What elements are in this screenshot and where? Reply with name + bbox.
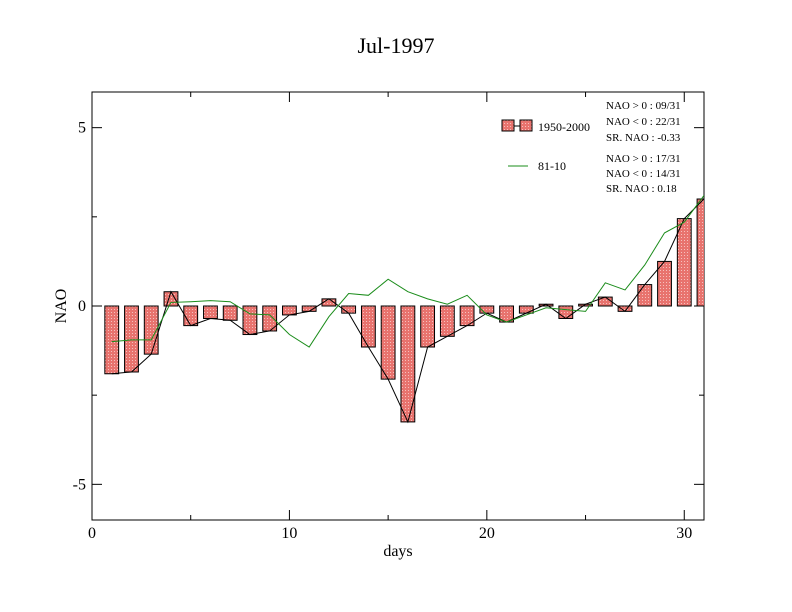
bar — [183, 305, 199, 327]
bar — [558, 305, 574, 319]
bar — [420, 305, 436, 348]
bar — [163, 291, 179, 307]
axis-ticks: 0 10 20 30 -5 0 5 — [73, 92, 704, 542]
series-line-1950-2000 — [111, 198, 704, 424]
bar — [104, 305, 120, 375]
bar — [657, 260, 672, 307]
legend-label-1950-2000: 1950-2000 — [538, 120, 590, 134]
bar — [676, 218, 692, 307]
stat-line: NAO < 0 : 22/31 — [606, 116, 681, 128]
stat-line: NAO > 0 : 09/31 — [606, 100, 681, 112]
bar — [242, 305, 258, 336]
legend-item-1950-2000: 1950-2000 — [501, 119, 590, 134]
legend-item-81-10: 81-10 — [508, 159, 566, 173]
bar — [380, 305, 396, 380]
y-tick-label: 5 — [78, 120, 86, 137]
bar-series-1950-2000 — [104, 198, 704, 423]
x-tick-label: 30 — [676, 525, 692, 542]
bar — [203, 305, 218, 319]
line-series — [111, 195, 704, 424]
legend: 1950-2000 81-10 NAO > 0 : 09/31 NAO < 0 … — [501, 100, 681, 195]
y-axis-label: NAO — [53, 289, 70, 324]
bar — [360, 305, 376, 348]
y-tick-label: -5 — [73, 476, 86, 493]
stat-line: NAO > 0 : 17/31 — [606, 153, 681, 165]
bar — [518, 305, 534, 314]
x-tick-label: 20 — [479, 525, 495, 542]
x-axis-label: days — [383, 543, 412, 560]
bar — [637, 284, 653, 307]
legend-swatch-bar-right — [519, 119, 533, 132]
series-line-81-10 — [111, 195, 704, 348]
stats-1950-2000: NAO > 0 : 09/31 NAO < 0 : 22/31 SR. NAO … — [606, 100, 681, 144]
chart-title: Jul-1997 — [358, 33, 435, 58]
bar — [439, 305, 455, 337]
stat-line: SR. NAO : 0.18 — [606, 183, 677, 195]
legend-label-81-10: 81-10 — [538, 159, 566, 173]
y-tick-label: 0 — [78, 298, 86, 315]
stats-81-10: NAO > 0 : 17/31 NAO < 0 : 14/31 SR. NAO … — [606, 153, 681, 195]
legend-swatch-bar-left — [501, 119, 515, 132]
stat-line: NAO < 0 : 14/31 — [606, 168, 681, 180]
bar — [696, 198, 704, 307]
bar — [124, 305, 139, 373]
x-tick-label: 0 — [88, 525, 96, 542]
stat-line: SR. NAO : -0.33 — [606, 132, 681, 144]
x-tick-label: 10 — [281, 525, 297, 542]
bar — [222, 305, 238, 321]
